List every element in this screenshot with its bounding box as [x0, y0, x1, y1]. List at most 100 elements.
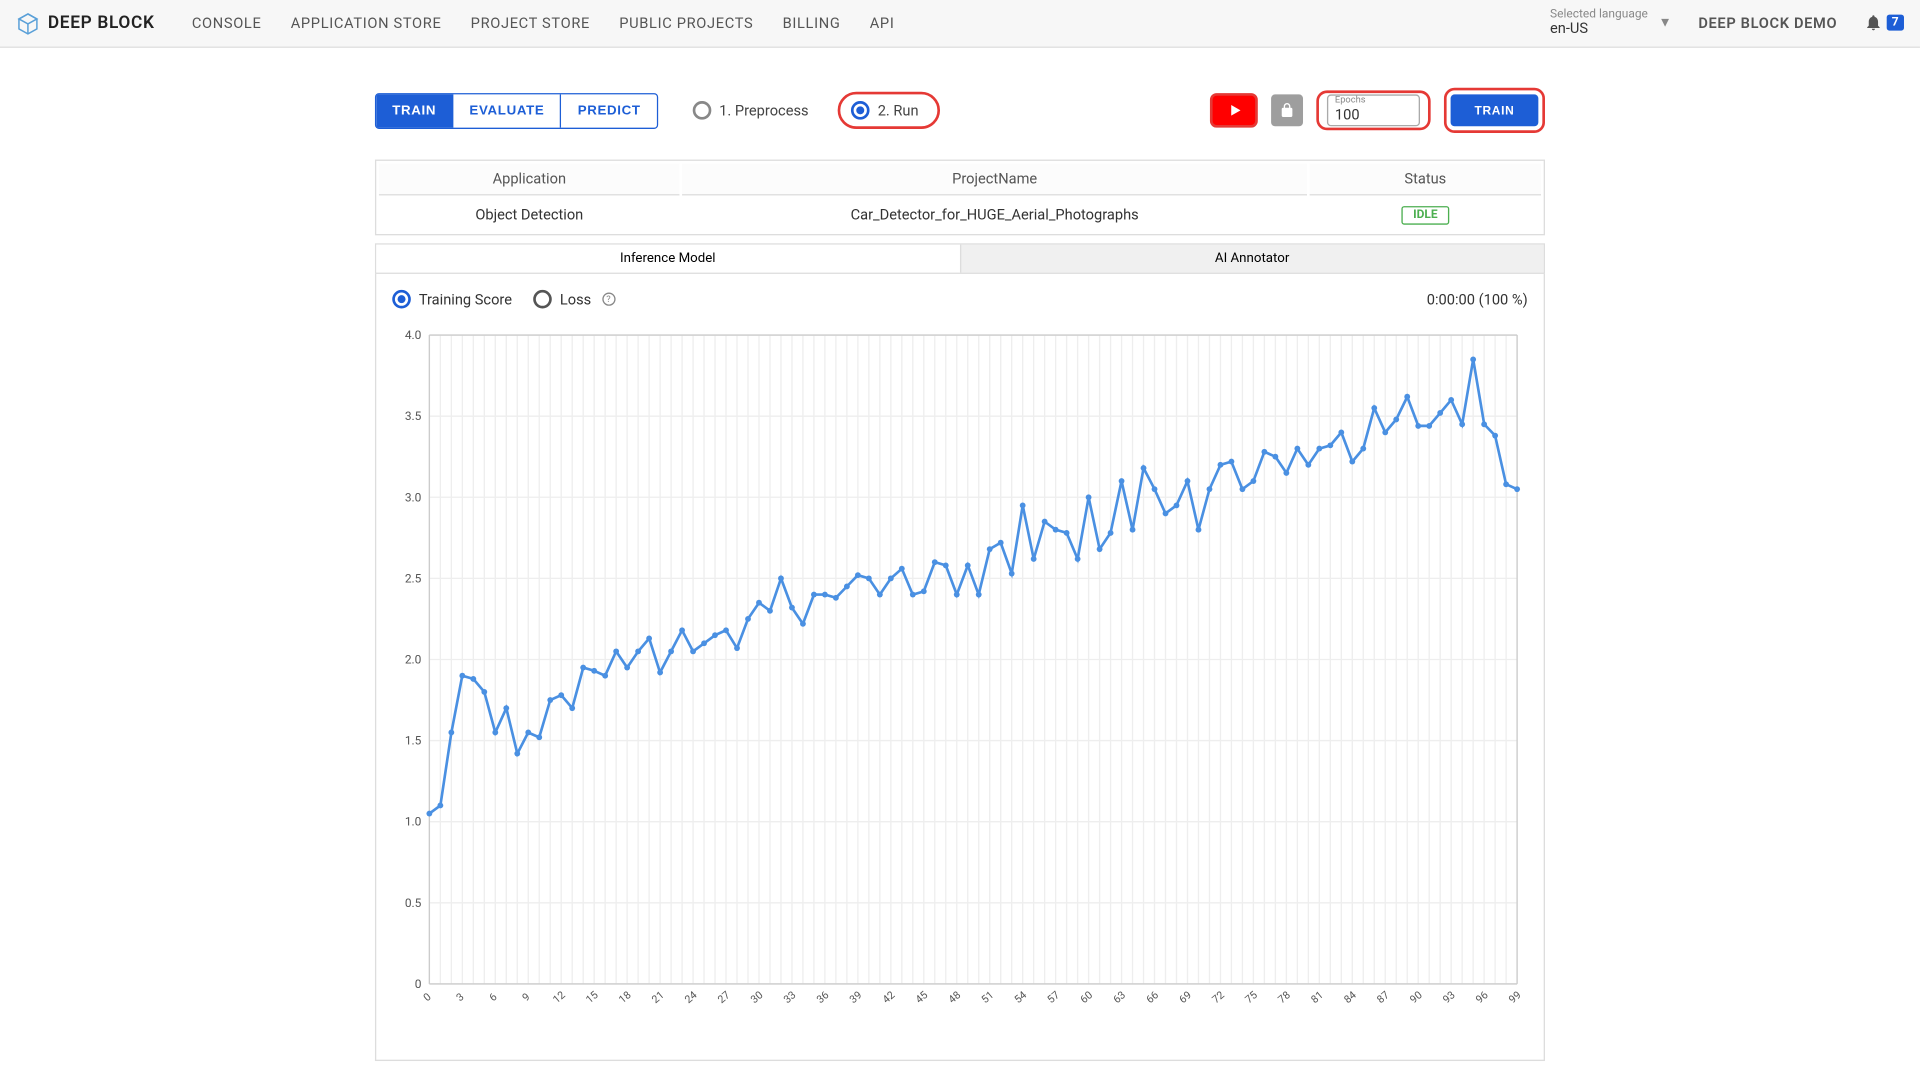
- notifications-button[interactable]: 7: [1864, 14, 1904, 33]
- status-badge: IDLE: [1401, 206, 1449, 225]
- epochs-value: 100: [1335, 106, 1412, 123]
- play-icon: [1231, 105, 1240, 116]
- svg-text:2.0: 2.0: [405, 652, 422, 666]
- mode-segment: TRAIN EVALUATE PREDICT: [375, 92, 658, 128]
- page: TRAIN EVALUATE PREDICT 1. Preprocess 2. …: [0, 48, 1920, 1061]
- chart-series-selector: Training Score Loss ?: [392, 290, 615, 309]
- run-steps: 1. Preprocess 2. Run: [679, 92, 940, 129]
- svg-text:78: 78: [1275, 988, 1292, 1006]
- youtube-button[interactable]: [1210, 93, 1258, 128]
- svg-text:2.5: 2.5: [405, 571, 422, 585]
- model-tabs: Inference Model AI Annotator: [375, 243, 1545, 274]
- svg-text:3: 3: [454, 990, 467, 1004]
- nav-item-api[interactable]: API: [870, 15, 895, 32]
- radio-loss[interactable]: Loss ?: [533, 290, 615, 309]
- svg-text:54: 54: [1012, 988, 1029, 1006]
- radio-icon: [693, 101, 712, 120]
- chevron-down-icon: ▼: [1659, 16, 1672, 31]
- svg-text:93: 93: [1440, 988, 1457, 1006]
- svg-text:90: 90: [1407, 988, 1424, 1006]
- brand-text: DEEP BLOCK: [48, 13, 155, 33]
- chart-top-row: Training Score Loss ? 0:00:00 (100 %): [392, 290, 1527, 309]
- segment-evaluate[interactable]: EVALUATE: [453, 94, 561, 127]
- project-info-table: Application ProjectName Status Object De…: [375, 160, 1545, 236]
- step-run[interactable]: 2. Run: [838, 92, 940, 129]
- svg-text:0: 0: [421, 990, 434, 1004]
- nav-item-appstore[interactable]: APPLICATION STORE: [291, 15, 442, 32]
- svg-text:48: 48: [946, 988, 963, 1006]
- nav-item-console[interactable]: CONSOLE: [192, 15, 262, 32]
- epochs-label: Epochs: [1335, 94, 1366, 105]
- svg-text:15: 15: [583, 988, 600, 1006]
- top-nav: DEEP BLOCK CONSOLE APPLICATION STORE PRO…: [0, 0, 1920, 48]
- chart-panel: Training Score Loss ? 0:00:00 (100 %) 00…: [375, 274, 1545, 1061]
- step-run-label: 2. Run: [878, 102, 919, 119]
- timer-text: 0:00:00 (100 %): [1427, 291, 1528, 308]
- svg-text:18: 18: [616, 988, 633, 1006]
- svg-text:4.0: 4.0: [405, 328, 422, 342]
- svg-text:99: 99: [1506, 988, 1523, 1006]
- svg-text:66: 66: [1144, 988, 1161, 1006]
- cell-projectname: Car_Detector_for_HUGE_Aerial_Photographs: [682, 198, 1307, 231]
- training-chart: 00.51.01.52.02.53.03.54.0036912151821242…: [392, 327, 1527, 1018]
- top-controls: TRAIN EVALUATE PREDICT 1. Preprocess 2. …: [375, 88, 1545, 133]
- radio-icon: [533, 290, 552, 309]
- tab-inference-model[interactable]: Inference Model: [376, 245, 959, 273]
- segment-train[interactable]: TRAIN: [376, 94, 453, 127]
- radio-icon: [392, 290, 411, 309]
- svg-text:63: 63: [1111, 988, 1128, 1006]
- brand-logo-icon: [16, 11, 40, 35]
- nav-item-billing[interactable]: BILLING: [783, 15, 841, 32]
- train-button[interactable]: TRAIN: [1451, 94, 1539, 126]
- svg-text:84: 84: [1341, 988, 1358, 1006]
- right-controls: Epochs 100 TRAIN: [1210, 88, 1545, 133]
- epochs-input[interactable]: Epochs 100: [1327, 94, 1420, 126]
- step-preprocess-label: 1. Preprocess: [719, 102, 808, 119]
- svg-text:87: 87: [1374, 988, 1391, 1006]
- epochs-highlight: Epochs 100: [1316, 90, 1430, 130]
- svg-text:81: 81: [1308, 988, 1325, 1006]
- cell-application: Object Detection: [379, 198, 680, 231]
- svg-text:36: 36: [814, 988, 831, 1006]
- nav-item-projectstore[interactable]: PROJECT STORE: [471, 15, 590, 32]
- svg-text:45: 45: [913, 988, 930, 1006]
- language-selector[interactable]: Selected language en-US ▼: [1550, 9, 1672, 38]
- svg-text:30: 30: [748, 988, 765, 1006]
- bell-icon: [1864, 14, 1883, 33]
- radio-training-score[interactable]: Training Score: [392, 290, 512, 309]
- svg-text:39: 39: [847, 988, 864, 1006]
- svg-text:96: 96: [1473, 988, 1490, 1006]
- demo-tag[interactable]: DEEP BLOCK DEMO: [1698, 15, 1837, 32]
- header-projectname: ProjectName: [682, 164, 1307, 196]
- radio-icon: [851, 101, 870, 120]
- loss-label: Loss: [560, 291, 591, 308]
- train-highlight: TRAIN: [1444, 88, 1545, 133]
- svg-text:72: 72: [1209, 988, 1226, 1006]
- step-preprocess[interactable]: 1. Preprocess: [679, 94, 822, 126]
- brand[interactable]: DEEP BLOCK: [16, 11, 155, 35]
- main: TRAIN EVALUATE PREDICT 1. Preprocess 2. …: [375, 88, 1545, 1061]
- table-row: Object Detection Car_Detector_for_HUGE_A…: [379, 198, 1541, 231]
- svg-text:75: 75: [1242, 988, 1259, 1006]
- svg-text:0: 0: [415, 977, 422, 991]
- svg-text:42: 42: [880, 988, 897, 1006]
- training-score-label: Training Score: [419, 291, 512, 308]
- svg-text:1.5: 1.5: [405, 734, 422, 748]
- plot-area: 00.51.01.52.02.53.03.54.0036912151821242…: [392, 327, 1527, 1018]
- svg-text:51: 51: [979, 988, 996, 1006]
- header-status: Status: [1310, 164, 1541, 196]
- svg-text:60: 60: [1078, 988, 1095, 1006]
- segment-predict[interactable]: PREDICT: [562, 94, 657, 127]
- nav-items: CONSOLE APPLICATION STORE PROJECT STORE …: [192, 15, 895, 32]
- tab-ai-annotator[interactable]: AI Annotator: [959, 245, 1543, 273]
- header-application: Application: [379, 164, 680, 196]
- svg-text:27: 27: [715, 988, 732, 1006]
- lock-icon: [1279, 102, 1295, 118]
- svg-text:0.5: 0.5: [405, 896, 422, 910]
- svg-text:69: 69: [1176, 988, 1193, 1006]
- nav-item-publicprojects[interactable]: PUBLIC PROJECTS: [619, 15, 753, 32]
- notification-badge: 7: [1886, 15, 1904, 31]
- help-icon[interactable]: ?: [602, 293, 615, 306]
- svg-text:12: 12: [550, 988, 567, 1006]
- lock-button[interactable]: [1271, 94, 1303, 126]
